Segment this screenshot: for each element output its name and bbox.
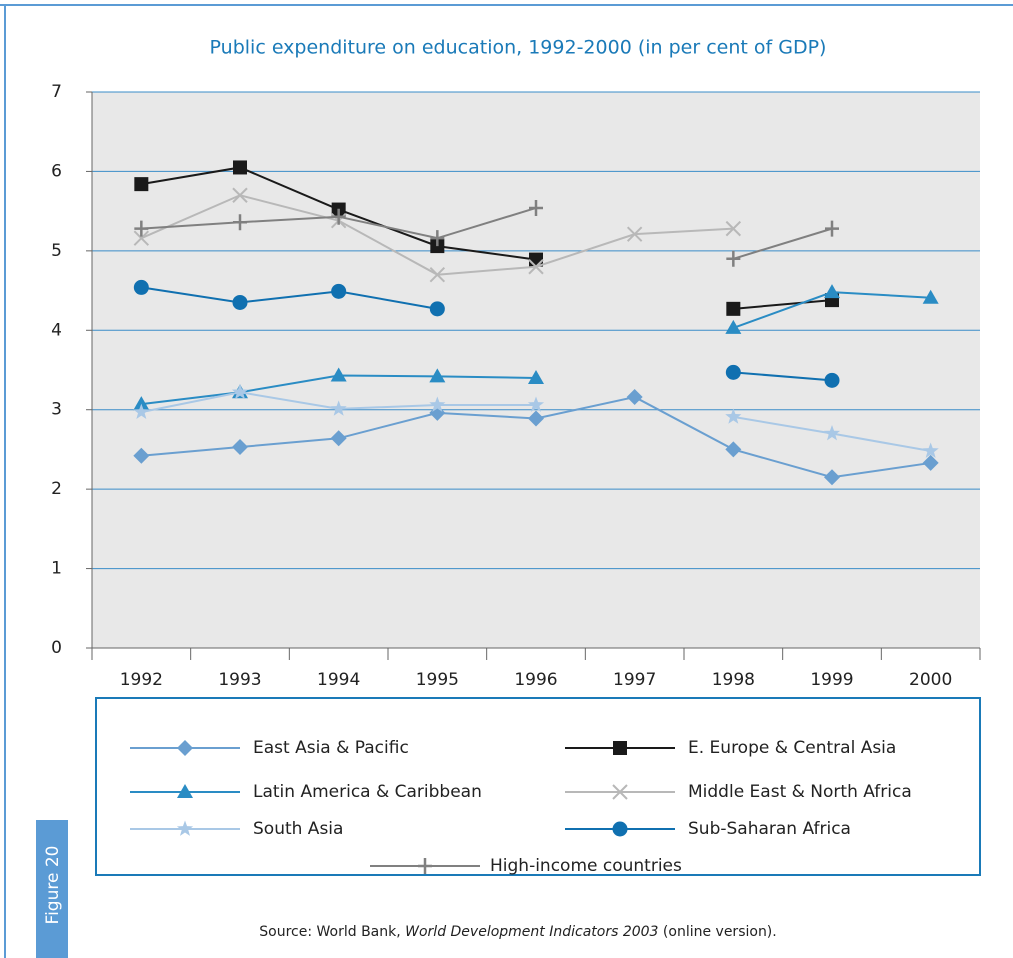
marker xyxy=(725,319,742,334)
y-tick-label: 0 xyxy=(51,638,62,658)
marker xyxy=(725,364,741,380)
legend-marker xyxy=(612,821,628,837)
marker xyxy=(330,430,347,447)
series-line xyxy=(733,371,833,382)
legend-marker xyxy=(418,858,432,874)
marker xyxy=(233,160,247,175)
marker xyxy=(331,208,346,225)
marker xyxy=(233,214,247,231)
legend-marker xyxy=(613,741,627,755)
y-tick-label: 6 xyxy=(51,161,62,181)
x-tick-label: 1996 xyxy=(514,670,557,690)
chart-title: Public expenditure on education, 1992-20… xyxy=(210,37,827,59)
legend-label: Middle East & North Africa xyxy=(688,782,912,802)
marker xyxy=(725,441,742,458)
x-tick-label: 1995 xyxy=(416,670,459,690)
marker xyxy=(825,220,839,237)
y-tick-label: 2 xyxy=(51,479,62,499)
marker xyxy=(231,383,249,400)
y-tick-label: 5 xyxy=(51,241,62,261)
marker xyxy=(133,230,150,246)
series-line xyxy=(733,227,833,260)
marker xyxy=(626,389,643,406)
source-text: Source: World Bank, xyxy=(259,924,405,940)
figure-label: Figure 20 xyxy=(43,846,63,925)
marker xyxy=(626,226,643,242)
marker xyxy=(429,266,446,283)
marker xyxy=(133,447,150,464)
y-tick-label: 4 xyxy=(51,320,62,340)
x-tick-label: 1992 xyxy=(120,670,163,690)
marker xyxy=(725,408,742,424)
marker xyxy=(922,442,939,458)
marker xyxy=(429,368,446,383)
marker xyxy=(922,289,939,304)
y-tick-label: 1 xyxy=(51,559,62,579)
legend-marker xyxy=(612,784,628,800)
legend-label: Sub-Saharan Africa xyxy=(688,819,851,839)
legend-marker xyxy=(177,740,193,756)
marker xyxy=(922,454,939,471)
source-text: (online version). xyxy=(658,924,776,940)
marker xyxy=(429,396,446,412)
marker xyxy=(232,187,248,203)
legend-box xyxy=(95,697,981,876)
marker xyxy=(429,301,445,317)
marker xyxy=(134,177,149,192)
series-line xyxy=(141,286,438,310)
marker xyxy=(529,199,543,216)
marker xyxy=(133,279,149,295)
x-tick-label: 1994 xyxy=(317,670,360,690)
y-tick-label: 7 xyxy=(51,82,62,102)
source-title: World Development Indicators 2003 xyxy=(405,924,658,940)
legend-label: High-income countries xyxy=(490,856,682,876)
x-tick-label: 1998 xyxy=(712,670,755,690)
x-tick-label: 1999 xyxy=(810,670,853,690)
marker xyxy=(330,400,347,416)
marker xyxy=(430,230,445,247)
legend-label: E. Europe & Central Asia xyxy=(688,738,896,758)
marker xyxy=(823,425,841,441)
marker xyxy=(824,372,840,388)
legend-marker xyxy=(176,820,194,836)
series-line xyxy=(733,299,833,310)
legend-label: South Asia xyxy=(253,819,343,839)
marker xyxy=(725,220,742,237)
marker xyxy=(726,250,741,267)
marker xyxy=(824,284,840,299)
source-note: Source: World Bank, World Development In… xyxy=(259,924,776,940)
y-tick-label: 3 xyxy=(51,400,62,420)
legend-label: East Asia & Pacific xyxy=(253,738,409,758)
marker xyxy=(133,403,150,419)
marker xyxy=(134,220,149,237)
marker xyxy=(726,301,741,316)
marker xyxy=(824,469,840,486)
x-tick-label: 1997 xyxy=(613,670,656,690)
marker xyxy=(232,439,248,456)
figure-tab xyxy=(36,820,68,958)
x-tick-label: 1993 xyxy=(218,670,261,690)
marker xyxy=(331,283,347,299)
marker xyxy=(528,410,544,427)
marker xyxy=(527,396,545,412)
x-tick-label: 2000 xyxy=(909,670,952,690)
legend-marker xyxy=(177,784,193,798)
marker xyxy=(232,294,248,310)
marker xyxy=(528,369,544,384)
marker xyxy=(330,367,347,382)
legend-label: Latin America & Caribbean xyxy=(253,782,482,802)
marker xyxy=(133,396,150,411)
marker xyxy=(528,259,544,275)
